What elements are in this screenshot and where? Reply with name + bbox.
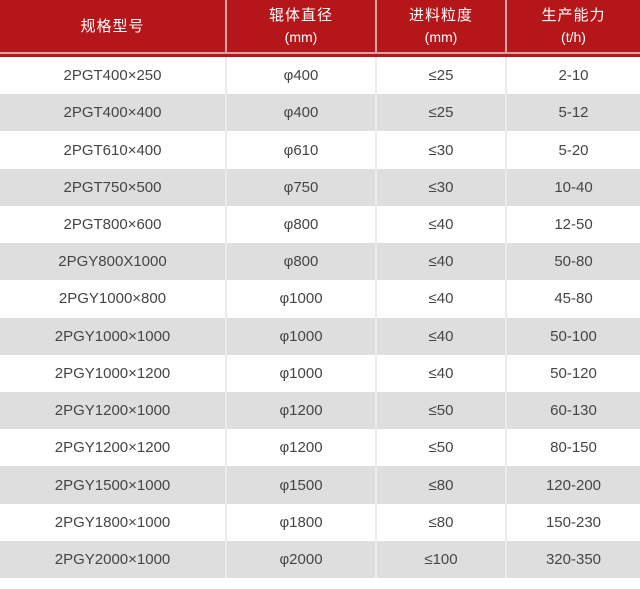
table-cell: φ1000: [225, 354, 375, 392]
table-cell: ≤50: [375, 429, 505, 467]
table-cell: ≤25: [375, 94, 505, 132]
table-body: 2PGT400×250 φ400 ≤25 2-10 2PGT400×400 φ400 ≤25…: [0, 57, 640, 579]
table-cell: 2PGT750×500: [63, 178, 162, 196]
table-cell: 2PGT400×250: [63, 67, 162, 85]
table-cell: 2PGY2000×1000: [54, 550, 171, 568]
column-header-unit: (mm): [424, 29, 458, 45]
table-cell: ≤50: [375, 391, 505, 430]
table-cell: ≤30: [375, 131, 505, 169]
table-cell: 2-10: [505, 57, 640, 95]
table-cell: 2PGY1500×1000: [54, 476, 171, 494]
table-row-2: 2PGT400×400 φ400 ≤25 5-12: [0, 94, 640, 132]
column-header-unit: (mm): [284, 29, 318, 45]
table-cell: φ1800: [225, 503, 375, 541]
table-cell: 50-120: [505, 354, 640, 392]
table-row-12: 2PGY1500×1000 φ1500 ≤80 120-200: [0, 466, 640, 504]
table-cell: ≤100: [375, 540, 505, 579]
table-row-5: 2PGT800×600 φ800 ≤40 12-50: [0, 205, 640, 244]
table-cell: φ1200: [225, 391, 375, 430]
table-cell: ≤40: [375, 317, 505, 355]
table-cell: 2PGY1000×1200: [54, 364, 171, 382]
column-header-label: 辊体直径: [268, 7, 333, 24]
table-cell: 2PGY800X1000: [58, 253, 167, 271]
table-cell: φ400: [225, 57, 375, 95]
table-cell: 2PGT800×600: [63, 215, 162, 233]
table-header: 规格型号 辊体直径 (mm) 进料粒度 (mm) 生产能力 (t/h): [0, 0, 640, 57]
column-header-3: 生产能力 (t/h): [505, 0, 640, 52]
table-cell: 320-350: [505, 540, 640, 579]
table-row-6: 2PGY800X1000 φ800 ≤40 50-80: [0, 243, 640, 281]
table-header-row: 规格型号 辊体直径 (mm) 进料粒度 (mm) 生产能力 (t/h): [0, 0, 640, 54]
table-cell: 60-130: [505, 391, 640, 430]
table-cell: ≤25: [375, 57, 505, 95]
table-cell: φ2000: [225, 540, 375, 579]
table-cell: 10-40: [505, 168, 640, 206]
table-cell: 45-80: [505, 280, 640, 318]
table-row-11: 2PGY1200×1200 φ1200 ≤50 80-150: [0, 429, 640, 467]
table-row-4: 2PGT750×500 φ750 ≤30 10-40: [0, 168, 640, 206]
table-cell: 150-230: [505, 503, 640, 541]
table-cell: 2PGY1200×1000: [54, 402, 171, 420]
column-header-2: 进料粒度 (mm): [375, 0, 505, 52]
column-header-label: 进料粒度: [408, 7, 473, 24]
table-cell: 5-20: [505, 131, 640, 169]
table-row-8: 2PGY1000×1000 φ1000 ≤40 50-100: [0, 317, 640, 355]
table-cell: 2PGY1800×1000: [54, 513, 171, 531]
table-cell: φ800: [225, 243, 375, 281]
table-row-9: 2PGY1000×1200 φ1000 ≤40 50-120: [0, 354, 640, 392]
table-cell: φ610: [225, 131, 375, 169]
table-cell: ≤40: [375, 243, 505, 281]
table-cell: φ400: [225, 94, 375, 132]
table-cell: φ800: [225, 205, 375, 244]
table-cell: ≤80: [375, 466, 505, 504]
table-cell: ≤40: [375, 354, 505, 392]
table-row-13: 2PGY1800×1000 φ1800 ≤80 150-230: [0, 503, 640, 541]
table-cell: φ1000: [225, 317, 375, 355]
table-cell: ≤40: [375, 280, 505, 318]
table-cell: φ1200: [225, 429, 375, 467]
table-cell: φ1500: [225, 466, 375, 504]
column-header-label: 生产能力: [541, 7, 606, 24]
table-row-1: 2PGT400×250 φ400 ≤25 2-10: [0, 57, 640, 95]
table-cell: 50-100: [505, 317, 640, 355]
table-cell: 2PGT400×400: [63, 104, 162, 122]
table-cell: ≤30: [375, 168, 505, 206]
table-row-10: 2PGY1200×1000 φ1200 ≤50 60-130: [0, 391, 640, 430]
table-cell: 120-200: [505, 466, 640, 504]
table-cell: 2PGY1000×800: [58, 290, 167, 308]
table-cell: 50-80: [505, 243, 640, 281]
table-cell: φ750: [225, 168, 375, 206]
column-header-0: 规格型号: [0, 0, 225, 52]
column-header-label: 规格型号: [80, 17, 145, 35]
table-cell: ≤80: [375, 503, 505, 541]
table-cell: 80-150: [505, 429, 640, 467]
table-cell: 12-50: [505, 205, 640, 244]
table-cell: ≤40: [375, 205, 505, 244]
table-cell: 2PGY1000×1000: [54, 327, 171, 345]
table-row-14: 2PGY2000×1000 φ2000 ≤100 320-350: [0, 540, 640, 579]
table-row-7: 2PGY1000×800 φ1000 ≤40 45-80: [0, 280, 640, 318]
table-row-3: 2PGT610×400 φ610 ≤30 5-20: [0, 131, 640, 169]
table-cell: φ1000: [225, 280, 375, 318]
column-header-1: 辊体直径 (mm): [225, 0, 375, 52]
table-cell: 2PGT610×400: [63, 141, 162, 159]
table-cell: 5-12: [505, 94, 640, 132]
column-header-unit: (t/h): [561, 29, 586, 45]
table-cell: 2PGY1200×1200: [54, 439, 171, 457]
